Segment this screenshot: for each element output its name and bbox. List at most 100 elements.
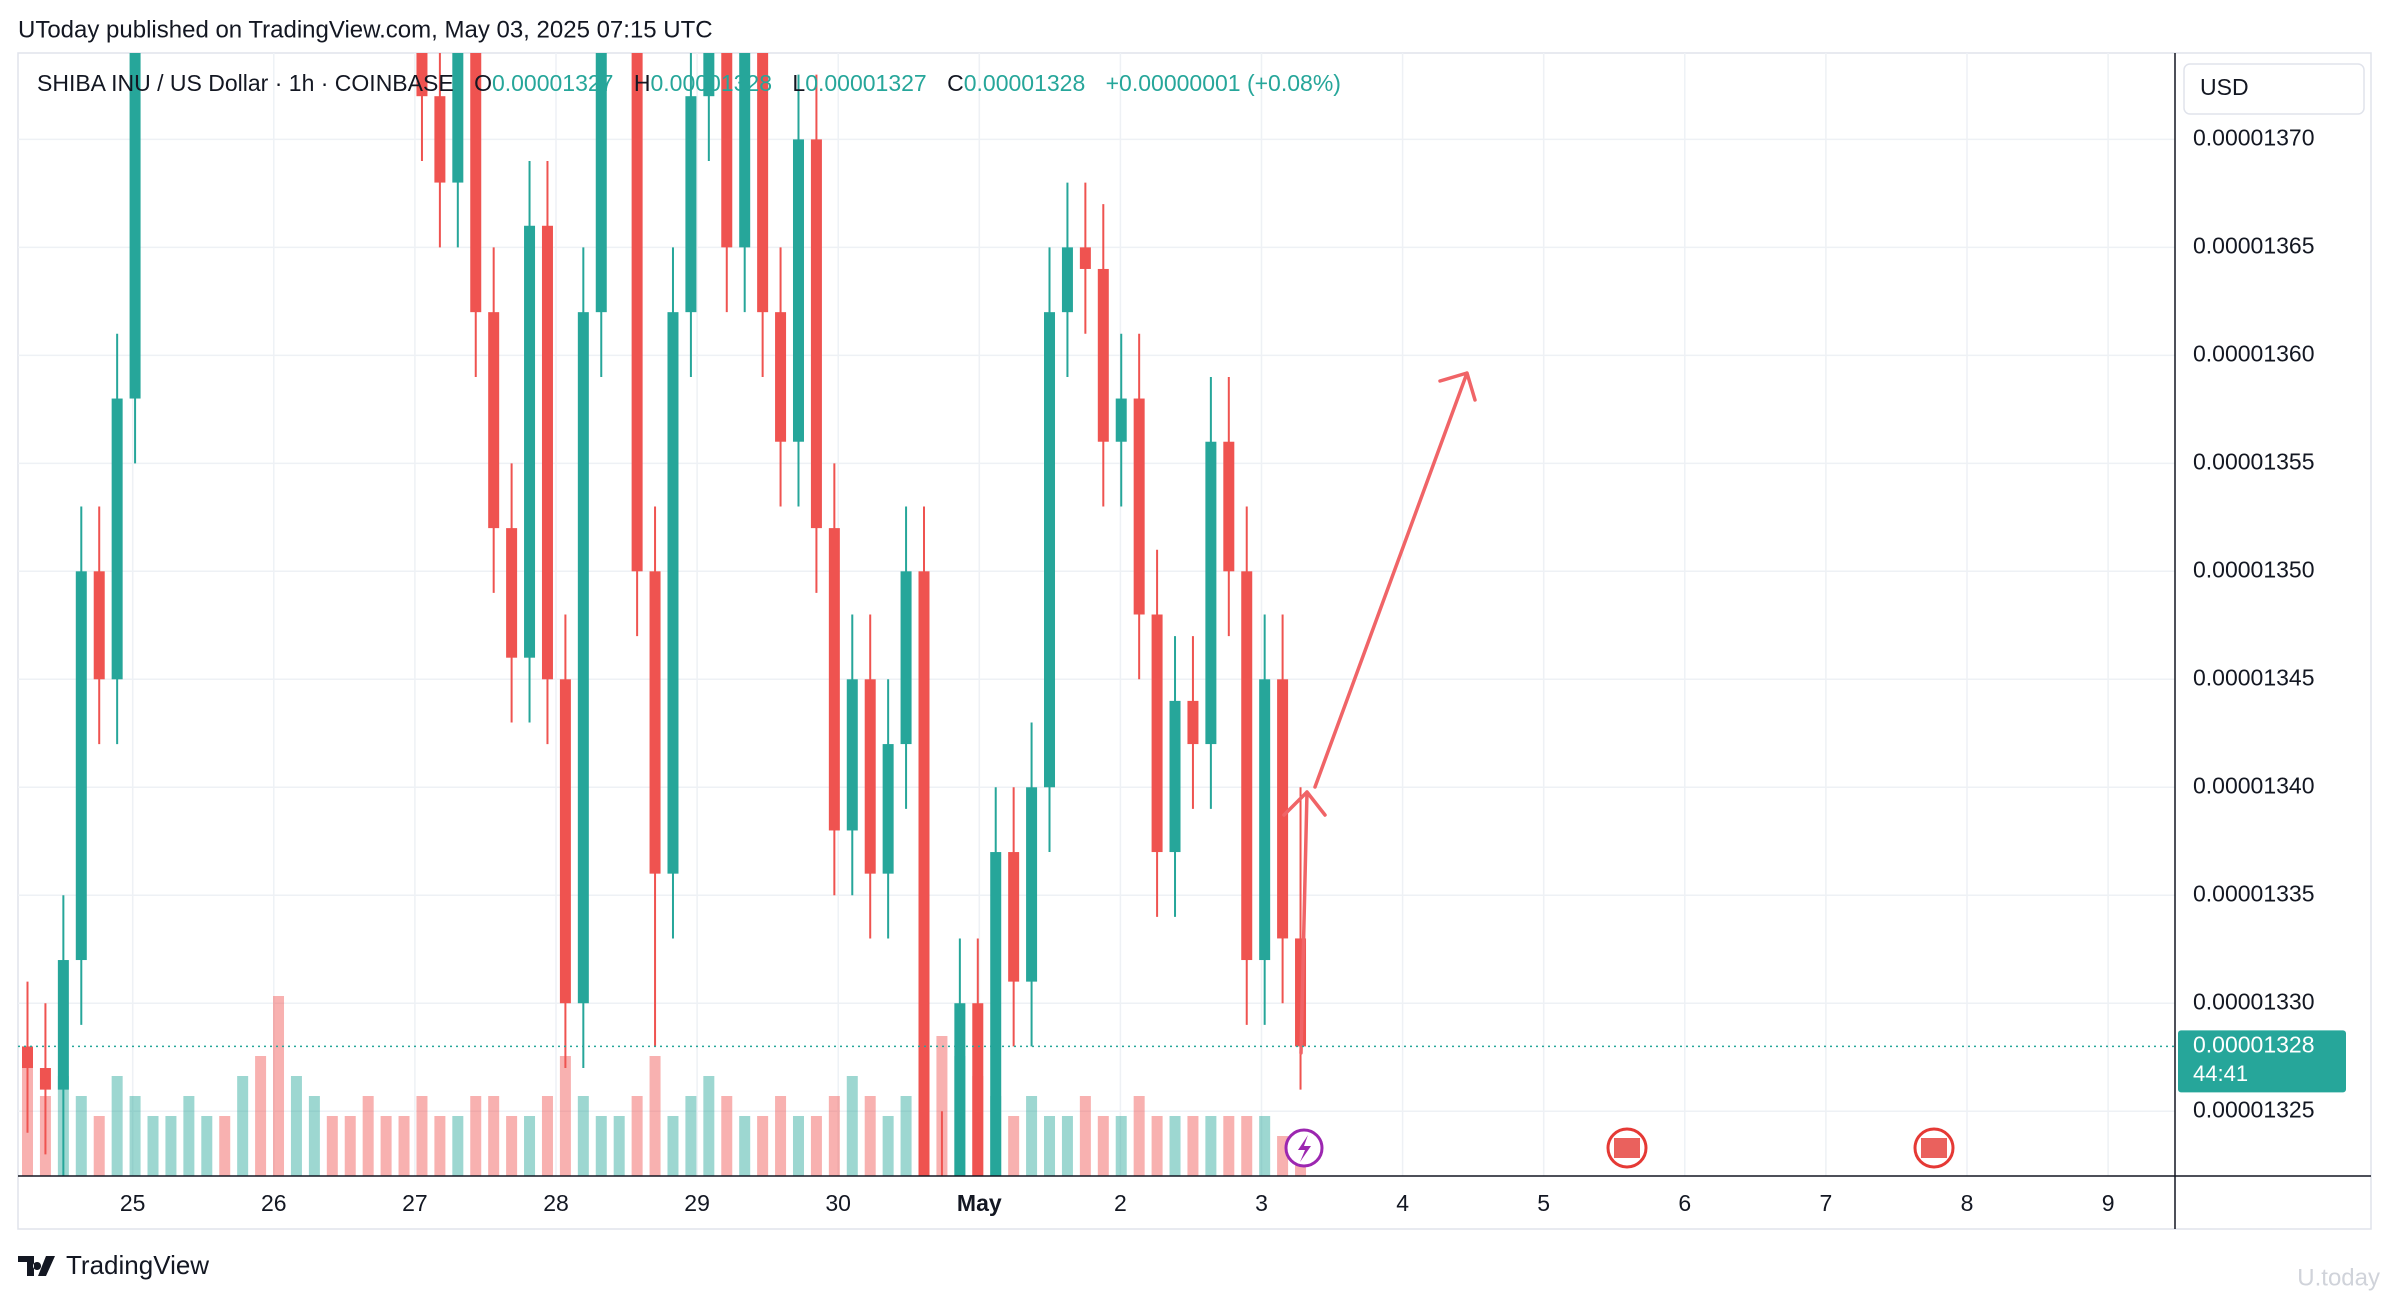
candle-body	[1008, 852, 1020, 982]
candle-body	[1097, 268, 1109, 442]
volume-bar	[828, 1096, 840, 1176]
x-tick-label: 4	[1396, 1190, 1409, 1216]
arrow-long	[1313, 371, 1477, 789]
candle-body	[111, 398, 123, 680]
candle-body	[524, 225, 536, 658]
candle-body	[739, 53, 751, 248]
volume-bar	[1061, 1116, 1073, 1176]
candle-body	[972, 1003, 984, 1176]
x-tick-label: 30	[825, 1190, 851, 1216]
volume-bar	[649, 1056, 661, 1176]
candle-body	[1169, 700, 1181, 853]
flag-glyph	[1921, 1138, 1947, 1158]
candle-body	[434, 96, 446, 183]
volume-bar	[255, 1056, 267, 1176]
volume-bar	[506, 1116, 518, 1176]
candle-body	[1223, 441, 1235, 572]
currency-label[interactable]: USD	[2200, 74, 2249, 100]
volume-bar	[900, 1096, 912, 1176]
x-tick-label: 25	[120, 1190, 146, 1216]
candle-body	[703, 53, 715, 97]
volume-bar	[1133, 1096, 1145, 1176]
high-label: H	[634, 70, 651, 96]
volume-bar	[273, 996, 285, 1176]
event-icons	[1284, 1127, 1955, 1169]
volume-bar	[1223, 1116, 1235, 1176]
volume-bar	[757, 1116, 769, 1176]
currency-box[interactable]	[2183, 63, 2365, 115]
candle-body	[470, 53, 482, 313]
volume-bar	[452, 1116, 464, 1176]
volume-bar	[613, 1116, 625, 1176]
candle-body	[900, 571, 912, 745]
candle-layer	[22, 53, 1307, 1262]
candle-body	[1026, 787, 1038, 982]
volume-bar	[488, 1096, 500, 1176]
volume-bar	[524, 1116, 536, 1176]
change-value: +0.00000001 (+0.08%)	[1106, 70, 1341, 96]
volume-bar	[434, 1116, 446, 1176]
volume-bar	[1151, 1116, 1163, 1176]
y-tick-label: 0.00001365	[2193, 232, 2315, 258]
volume-bar	[685, 1096, 697, 1176]
volume-bar	[1115, 1116, 1127, 1176]
volume-bar	[1044, 1116, 1056, 1176]
ohlc-legend: SHIBA INU / US Dollar · 1h · COINBASE O0…	[37, 70, 1341, 96]
candle-body	[757, 53, 769, 313]
candle-body	[990, 852, 1002, 1176]
candle-body	[1151, 614, 1163, 853]
volume-bar	[1241, 1116, 1253, 1176]
candle-body	[452, 53, 464, 183]
y-tick-label: 0.00001340	[2193, 772, 2315, 798]
brand-name: TradingView	[66, 1250, 209, 1280]
volume-bar	[308, 1096, 320, 1176]
volume-bar	[344, 1116, 356, 1176]
x-tick-label: 28	[543, 1190, 569, 1216]
tv-logo	[18, 1256, 55, 1276]
x-tick-label: 27	[402, 1190, 428, 1216]
volume-bar	[936, 1036, 948, 1176]
candle-body	[559, 679, 571, 1004]
volume-bar	[75, 1096, 87, 1176]
candle-body	[93, 571, 105, 680]
flag-glyph	[1614, 1138, 1640, 1158]
candle-body	[936, 1176, 947, 1262]
volume-bar	[882, 1116, 894, 1176]
y-tick-label: 0.00001360	[2193, 340, 2315, 366]
candle-body	[1061, 247, 1073, 313]
y-tick-label: 0.00001350	[2193, 556, 2315, 582]
candle-body	[416, 53, 428, 97]
candle-body	[667, 312, 679, 874]
volume-bar	[183, 1096, 195, 1176]
volume-bar	[541, 1096, 553, 1176]
volume-bar	[416, 1096, 428, 1176]
volume-bar	[165, 1116, 177, 1176]
candle-body	[541, 225, 553, 680]
candle-body	[864, 679, 876, 874]
candle-body	[39, 1068, 51, 1090]
volume-bar	[846, 1076, 858, 1176]
watermark: U.today	[2297, 1264, 2380, 1291]
candle-body	[649, 571, 661, 874]
volume-bar	[1187, 1116, 1199, 1176]
x-tick-label: 2	[1114, 1190, 1127, 1216]
x-tick-label: May	[957, 1190, 1002, 1216]
low-label: L	[792, 70, 805, 96]
high-value: 0.00001328	[650, 70, 772, 96]
candle-body	[1133, 398, 1145, 615]
candle-body	[721, 53, 733, 248]
volume-bar	[559, 1056, 571, 1176]
volume-bar	[1097, 1116, 1109, 1176]
symbol-title: SHIBA INU / US Dollar · 1h · COINBASE	[37, 70, 454, 96]
candle-body	[1044, 312, 1056, 788]
volume-bar	[93, 1116, 105, 1176]
last-price-label: 0.00001328	[2193, 1032, 2315, 1058]
candle-body	[775, 312, 787, 442]
x-tick-label: 7	[1820, 1190, 1833, 1216]
annotation-arrows	[1282, 371, 1477, 1055]
candle-body	[595, 53, 607, 313]
volume-bar	[1205, 1116, 1217, 1176]
volume-bar	[201, 1116, 213, 1176]
x-tick-label: 26	[261, 1190, 287, 1216]
volume-bar	[219, 1116, 231, 1176]
